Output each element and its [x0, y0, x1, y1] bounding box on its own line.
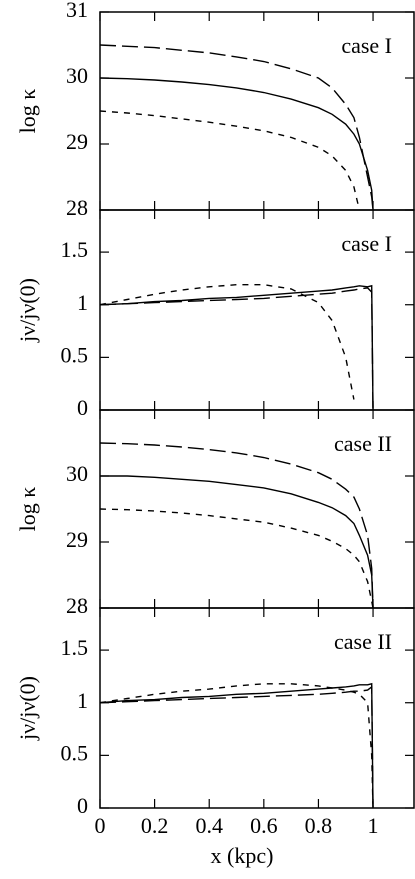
data-line — [99, 682, 374, 809]
y-tick-label: 31 — [66, 0, 88, 22]
data-line — [99, 284, 355, 400]
y-tick-label: 1 — [77, 290, 88, 315]
data-line — [99, 284, 374, 411]
data-line — [99, 683, 374, 809]
data-line — [100, 475, 374, 609]
y-tick-label: 0 — [77, 395, 88, 420]
x-axis-label: x (kpc) — [211, 843, 274, 868]
x-tick-label: 0 — [95, 813, 106, 838]
annotation: case I — [341, 33, 392, 58]
plot-frame — [99, 607, 415, 809]
y-tick-label: 30 — [66, 461, 88, 486]
x-tick-label: 0.4 — [195, 813, 223, 838]
y-axis-label: jν/jν(0) — [15, 278, 40, 343]
annotation: case II — [334, 629, 392, 654]
y-tick-label: 1.5 — [61, 635, 89, 660]
data-line — [99, 685, 374, 809]
y-tick-label: 29 — [66, 527, 88, 552]
y-tick-label: 29 — [66, 129, 88, 154]
y-tick-label: 0.5 — [61, 740, 89, 765]
y-tick-label: 1 — [77, 688, 88, 713]
y-tick-label: 30 — [66, 63, 88, 88]
y-axis-label: log κ — [15, 487, 40, 532]
y-tick-label: 28 — [66, 195, 88, 220]
data-line — [99, 287, 374, 411]
annotation: case II — [334, 431, 392, 456]
y-axis-label: log κ — [15, 89, 40, 134]
y-tick-label: 28 — [66, 593, 88, 618]
y-tick-label: 1.5 — [61, 237, 89, 262]
y-tick-label: 0.5 — [61, 342, 89, 367]
y-axis-label: jν/jν(0) — [15, 676, 40, 741]
x-tick-label: 0.6 — [250, 813, 278, 838]
data-line — [99, 442, 374, 609]
x-tick-label: 0.8 — [305, 813, 333, 838]
x-tick-label: 1 — [368, 813, 379, 838]
data-line — [99, 508, 374, 609]
x-tick-label: 0.2 — [141, 813, 169, 838]
y-tick-label: 0 — [77, 793, 88, 818]
data-line — [99, 110, 361, 211]
data-line — [99, 44, 374, 211]
data-line — [99, 77, 374, 211]
annotation: case I — [341, 231, 392, 256]
